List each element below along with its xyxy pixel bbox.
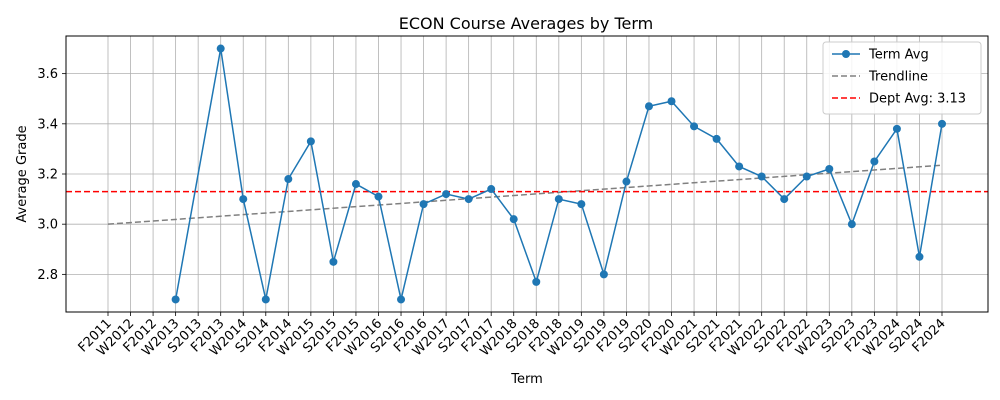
term-avg-point	[464, 195, 473, 204]
term-avg-point	[825, 164, 834, 173]
legend-label-dept-avg: Dept Avg: 3.13	[869, 92, 966, 107]
term-avg-point	[329, 257, 338, 266]
term-avg-point	[509, 215, 518, 224]
term-avg-point	[712, 134, 721, 143]
term-avg-point	[374, 192, 383, 201]
term-avg-point	[171, 295, 180, 304]
legend: Term Avg Trendline Dept Avg: 3.13	[822, 41, 982, 115]
term-avg-line	[174, 48, 943, 300]
legend-marker-term-avg	[842, 50, 850, 58]
grid	[66, 36, 988, 312]
term-avg-point	[577, 200, 586, 209]
legend-label-trendline: Trendline	[868, 70, 928, 85]
term-avg-point	[284, 175, 293, 184]
x-axis-label: Term	[510, 372, 543, 387]
y-tick-label: 3.2	[37, 168, 58, 183]
legend-label-term-avg: Term Avg	[868, 48, 929, 63]
term-avg-point	[870, 157, 879, 166]
term-avg-point	[397, 295, 406, 304]
y-tick-label: 3.4	[37, 117, 58, 132]
term-avg-point	[306, 137, 315, 146]
term-avg-point	[216, 44, 225, 53]
y-tick-label: 3.6	[37, 67, 58, 82]
term-avg-point	[239, 195, 248, 204]
term-avg-point	[644, 102, 653, 111]
term-avg-point	[780, 195, 789, 204]
term-avg-point	[622, 177, 631, 186]
term-avg-point	[735, 162, 744, 171]
term-avg-point	[261, 295, 270, 304]
term-avg-point	[442, 190, 451, 199]
term-avg-point	[847, 220, 856, 229]
y-tick-label: 2.8	[37, 268, 58, 283]
term-avg-point	[599, 270, 608, 279]
y-axis-label: Average Grade	[15, 125, 30, 222]
term-avg-point	[532, 277, 541, 286]
chart-title: ECON Course Averages by Term	[399, 14, 654, 33]
term-avg-point	[487, 185, 496, 194]
term-avg-point	[554, 195, 563, 204]
term-avg-point	[802, 172, 811, 181]
term-avg-point	[915, 252, 924, 261]
series-layer	[66, 44, 988, 304]
term-avg-point	[667, 97, 676, 106]
term-avg-point	[690, 122, 699, 131]
term-avg-point	[351, 180, 360, 189]
y-tick-label: 3.0	[37, 218, 58, 233]
term-avg-point	[419, 200, 428, 209]
term-avg-point	[938, 119, 946, 128]
term-avg-point	[892, 124, 901, 133]
term-avg-point	[757, 172, 766, 181]
legend-box	[822, 41, 982, 115]
